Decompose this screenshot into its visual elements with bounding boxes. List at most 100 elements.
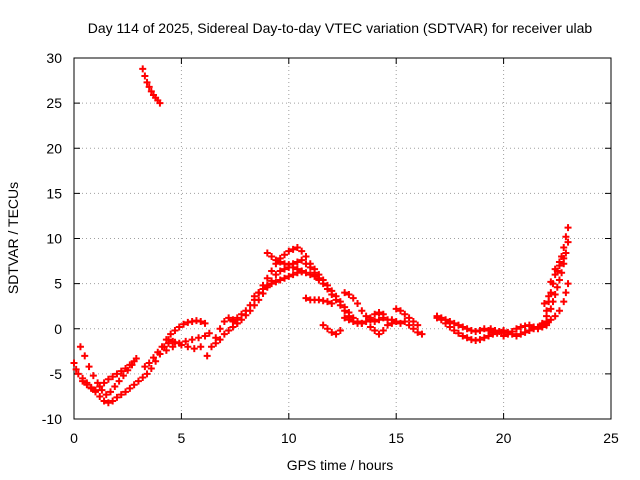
data-point: [188, 336, 196, 344]
data-point: [302, 294, 310, 302]
data-point: [272, 271, 280, 279]
data-point: [512, 325, 520, 333]
data-point: [180, 320, 188, 328]
series-arc-post-g: [392, 318, 426, 338]
data-point: [145, 83, 153, 91]
data-point: [285, 247, 293, 255]
data-point: [341, 289, 349, 297]
data-point: [487, 325, 495, 333]
series-arc-end-c: [534, 280, 572, 331]
data-point: [100, 379, 108, 387]
data-point: [555, 307, 563, 315]
data-point: [107, 388, 115, 396]
data-point: [122, 364, 130, 372]
data-point: [89, 372, 97, 380]
data-point: [83, 381, 91, 389]
y-tick-label: -5: [50, 366, 63, 382]
data-point: [504, 330, 512, 338]
data-point: [225, 314, 233, 322]
data-point: [349, 294, 357, 302]
data-point: [562, 289, 570, 297]
data-points: [70, 65, 572, 407]
data-point: [508, 327, 516, 335]
data-point: [560, 254, 568, 262]
data-point: [562, 233, 570, 241]
data-point: [220, 330, 228, 338]
data-point: [336, 327, 344, 335]
data-point: [167, 330, 175, 338]
data-point: [79, 377, 87, 385]
data-point: [371, 310, 379, 318]
data-point: [250, 292, 258, 300]
data-point: [220, 318, 228, 326]
data-point: [564, 238, 572, 246]
data-point: [72, 365, 80, 373]
data-point: [293, 244, 301, 252]
data-point: [392, 305, 400, 313]
data-point: [117, 367, 125, 375]
data-point: [319, 321, 327, 329]
data-point: [205, 329, 213, 337]
data-point: [517, 330, 525, 338]
data-point: [547, 278, 555, 286]
data-point: [268, 280, 276, 288]
data-point: [545, 292, 553, 300]
data-point: [480, 325, 488, 333]
series-arc-mid-c: [165, 336, 205, 353]
data-point: [216, 325, 224, 333]
data-point: [560, 244, 568, 252]
data-point: [263, 274, 271, 282]
data-point: [147, 364, 155, 372]
data-point: [268, 267, 276, 275]
data-point: [242, 307, 250, 315]
data-point: [543, 307, 551, 315]
data-point: [130, 381, 138, 389]
data-point: [162, 346, 170, 354]
data-point: [463, 325, 471, 333]
data-point: [169, 343, 177, 351]
data-point: [281, 251, 289, 259]
data-point: [246, 301, 254, 309]
data-point: [96, 383, 104, 391]
data-point: [139, 65, 147, 73]
data-point: [450, 319, 458, 327]
data-point: [302, 253, 310, 261]
grid: [74, 58, 611, 419]
data-point: [328, 328, 336, 336]
data-point: [375, 316, 383, 324]
data-point: [375, 330, 383, 338]
data-point: [293, 258, 301, 266]
x-tick-label: 25: [603, 430, 619, 446]
data-point: [551, 265, 559, 273]
data-point: [323, 298, 331, 306]
series-arc-late-b: [433, 312, 497, 336]
series-arc-start-c: [79, 357, 138, 394]
data-point: [534, 323, 542, 331]
series-arc-post-d: [341, 309, 387, 327]
data-point: [437, 314, 445, 322]
data-point: [272, 278, 280, 286]
data-point: [302, 269, 310, 277]
data-point: [212, 339, 220, 347]
y-tick-label: 0: [54, 321, 62, 337]
series-arc-mid-d: [203, 314, 241, 360]
data-point: [109, 397, 117, 405]
data-point: [405, 314, 413, 322]
x-tick-label: 10: [281, 430, 297, 446]
series-arc-mid-f: [229, 247, 293, 326]
data-point: [454, 329, 462, 337]
x-axis-label: GPS time / hours: [287, 457, 394, 473]
data-point: [182, 337, 190, 345]
data-point: [74, 370, 82, 378]
data-point: [126, 361, 134, 369]
data-point: [555, 258, 563, 266]
data-point: [459, 323, 467, 331]
series-arc-post-a: [302, 294, 336, 307]
data-point: [272, 256, 280, 264]
y-tick-label: 20: [46, 140, 62, 156]
data-point: [113, 370, 121, 378]
data-point: [388, 316, 396, 324]
y-axis-label: SDTVAR / TECUs: [5, 182, 21, 294]
data-point: [525, 321, 533, 329]
data-point: [134, 377, 142, 385]
